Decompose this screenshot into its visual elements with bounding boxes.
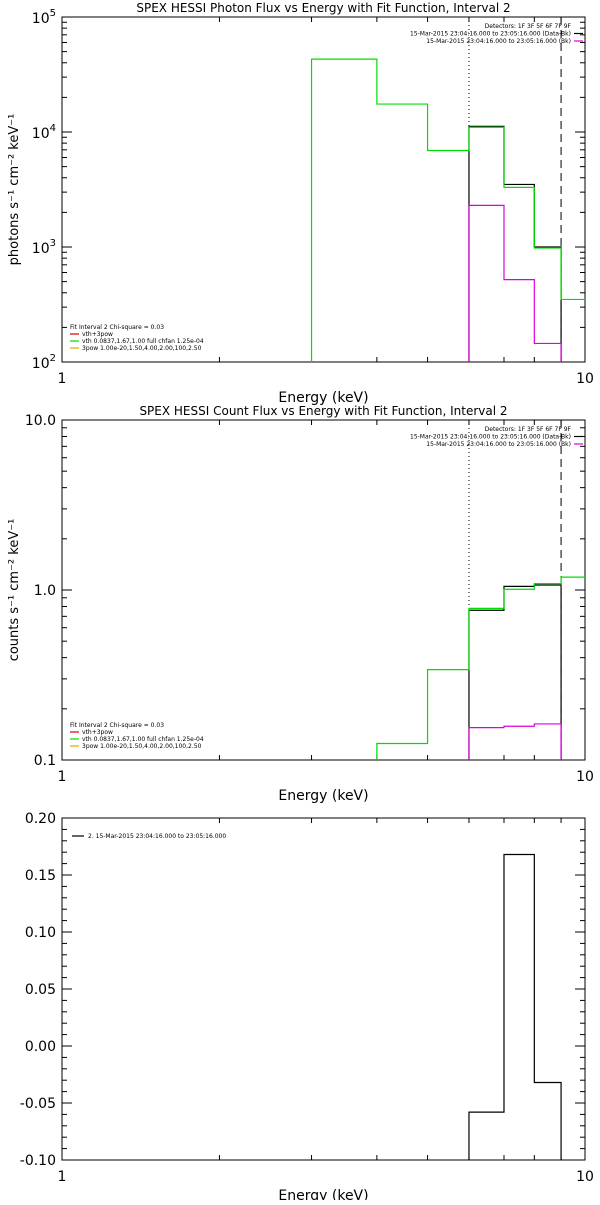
top-legend-entry: 15-Mar-2015 23:04:16.000 to 23:05:16.000… (426, 38, 571, 45)
chart-panel-3: 1 10 -0.10 -0.05 0.00 0.05 0.10 0.15 0.20 Energy … (20, 811, 594, 1204)
x-tick-label: 1 (58, 371, 67, 387)
y-tick-label: 0.05 (25, 982, 56, 998)
x-tick-label: 1 (58, 1169, 67, 1185)
series-black-step (468, 125, 562, 362)
x-tick-label: 10 (576, 1169, 594, 1185)
plot-frame (61, 16, 586, 363)
top-legend-entry: Detectors: 1F 3F 5F 6F 7F 9F (485, 426, 572, 433)
top-legend-entry: Detectors: 1F 3F 5F 6F 7F 9F (485, 23, 572, 30)
plot-frame (61, 817, 586, 1161)
y-tick-label: 10.0 (25, 413, 56, 429)
fit-legend-entry: 3pow 1.00e-20,1.50,4.00,2.00,100,2.50 (82, 743, 202, 750)
fit-legend-entry: 3pow 1.00e-20,1.50,4.00,2.00,100,2.50 (82, 345, 202, 352)
chart-title: SPEX HESSI Count Flux vs Energy with Fit… (139, 404, 507, 418)
fit-legend-entry: vth 0.0837,1.67,1.00 full chfan 1.25e-04 (82, 338, 204, 345)
chart-panel-2: SPEX HESSI Count Flux vs Energy with Fit… (7, 404, 594, 804)
series-green-step (310, 58, 585, 362)
y-tick-label: 0.00 (25, 1039, 56, 1055)
series-black-step (468, 853, 562, 1160)
fit-legend-entry: Fit Interval 2 Chi-square = 0.03 (70, 324, 164, 331)
top-legend-entry: 15-Mar-2015 23:04:16.000 to 23:05:16.000… (410, 31, 571, 38)
y-tick-label: 0.10 (25, 925, 56, 941)
y-axis-label: counts s⁻¹ cm⁻² keV⁻¹ (7, 519, 22, 662)
y-tick-label: 0.20 (25, 811, 56, 827)
series-black-step (468, 584, 562, 760)
y-tick-label: 104 (32, 123, 56, 142)
x-tick-label: 10 (576, 371, 594, 387)
x-tick-label: 1 (58, 769, 67, 785)
y-tick-label: 1.0 (34, 583, 56, 599)
plot-frame (61, 419, 586, 761)
fit-legend-entry: vth 0.0837,1.67,1.00 full chfan 1.25e-04 (82, 736, 204, 743)
y-tick-label: -0.10 (20, 1153, 56, 1169)
y-tick-label: 102 (32, 353, 56, 372)
y-tick-label: 0.15 (25, 868, 56, 884)
fit-legend-entry: vth+3pow (82, 729, 113, 736)
top-legend-entry: 15-Mar-2015 23:04:16.000 to 23:05:16.000… (426, 441, 571, 448)
y-tick-label: 0.1 (34, 753, 56, 769)
y-tick-label: 103 (32, 238, 56, 257)
x-axis-label: Energy (keV) (278, 788, 368, 804)
x-axis-label: Energy (keV) (278, 390, 368, 406)
y-tick-label: 105 (32, 8, 56, 27)
y-tick-label: -0.05 (20, 1096, 56, 1112)
fit-legend-entry: Fit Interval 2 Chi-square = 0.03 (70, 722, 164, 729)
series-magenta-step (468, 723, 562, 760)
top-legend-entry: 15-Mar-2015 23:04:16.000 to 23:05:16.000… (410, 434, 571, 441)
x-axis-label: Energy (keV) (278, 1188, 368, 1200)
y-axis-label: photons s⁻¹ cm⁻² keV⁻¹ (7, 114, 22, 266)
series-green-step (376, 576, 585, 760)
chart-panel-1: SPEX HESSI Photon Flux vs Energy with Fi… (7, 1, 594, 406)
x-tick-label: 10 (576, 769, 594, 785)
chart-title: SPEX HESSI Photon Flux vs Energy with Fi… (136, 1, 510, 15)
inset-legend-entry: 2. 15-Mar-2015 23:04:16.000 to 23:05:16.… (88, 833, 226, 840)
fit-legend-entry: vth+3pow (82, 331, 113, 338)
series-magenta-step (468, 204, 562, 362)
